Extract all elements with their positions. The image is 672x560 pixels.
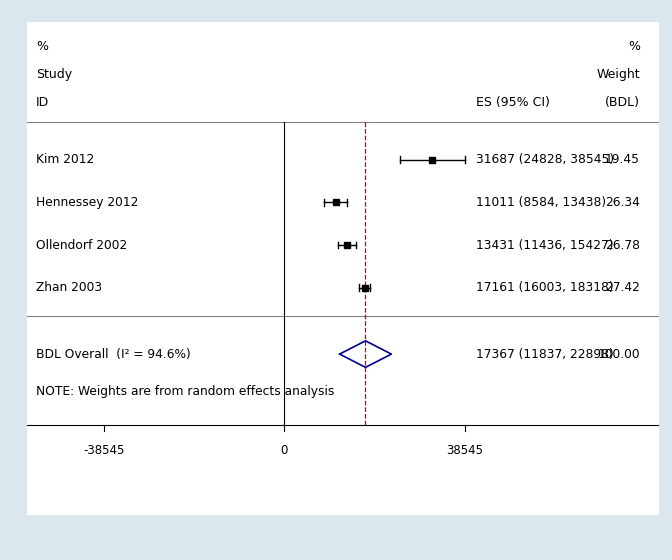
Text: Kim 2012: Kim 2012: [36, 153, 95, 166]
Text: 0: 0: [280, 444, 288, 457]
Text: 38545: 38545: [446, 444, 483, 457]
Text: ES (95% CI): ES (95% CI): [476, 96, 550, 109]
Text: %: %: [36, 40, 48, 53]
Text: 26.34: 26.34: [605, 196, 640, 209]
Text: -38545: -38545: [83, 444, 124, 457]
Text: 27.42: 27.42: [605, 281, 640, 294]
Text: Study: Study: [36, 68, 73, 81]
Text: ID: ID: [36, 96, 50, 109]
Text: BDL Overall  (I² = 94.6%): BDL Overall (I² = 94.6%): [36, 348, 191, 361]
Text: %: %: [628, 40, 640, 53]
Text: 26.78: 26.78: [605, 239, 640, 251]
Text: 17161 (16003, 18318): 17161 (16003, 18318): [476, 281, 614, 294]
Text: 31687 (24828, 38545): 31687 (24828, 38545): [476, 153, 614, 166]
Text: 19.45: 19.45: [605, 153, 640, 166]
Text: NOTE: Weights are from random effects analysis: NOTE: Weights are from random effects an…: [36, 385, 335, 399]
Text: 17367 (11837, 22898): 17367 (11837, 22898): [476, 348, 614, 361]
Text: Zhan 2003: Zhan 2003: [36, 281, 102, 294]
Text: Weight: Weight: [596, 68, 640, 81]
Text: 13431 (11436, 15427): 13431 (11436, 15427): [476, 239, 614, 251]
Text: (BDL): (BDL): [605, 96, 640, 109]
Text: Hennessey 2012: Hennessey 2012: [36, 196, 138, 209]
Text: 11011 (8584, 13438): 11011 (8584, 13438): [476, 196, 606, 209]
Text: 100.00: 100.00: [597, 348, 640, 361]
Text: Ollendorf 2002: Ollendorf 2002: [36, 239, 128, 251]
Bar: [27, 22, 659, 425]
